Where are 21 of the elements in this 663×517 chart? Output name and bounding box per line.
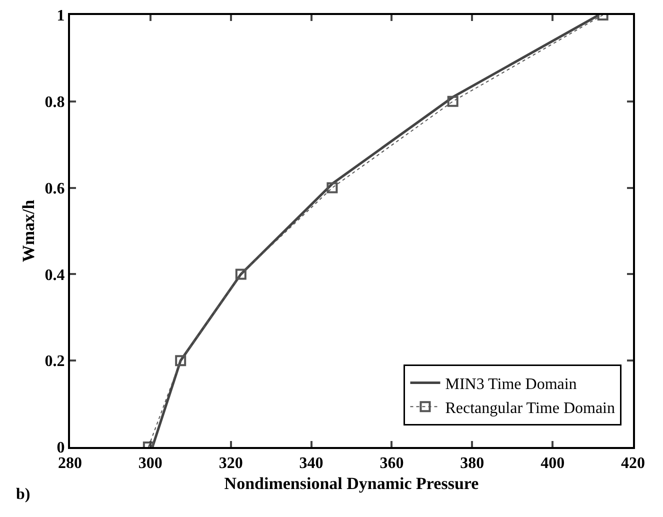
x-tick-label: 420 bbox=[621, 455, 645, 472]
x-tick-label: 360 bbox=[380, 455, 404, 472]
x-axis-title: Nondimensional Dynamic Pressure bbox=[224, 474, 480, 494]
y-tick-label: 0.6 bbox=[44, 180, 65, 198]
y-tick-label: 0 bbox=[56, 440, 65, 457]
legend-label: Rectangular Time Domain bbox=[445, 400, 616, 417]
x-tick-label: 400 bbox=[540, 455, 565, 472]
point bbox=[235, 268, 246, 280]
point bbox=[326, 182, 338, 194]
y-tick-label: 0.4 bbox=[44, 266, 65, 284]
y-tick-label: 0.8 bbox=[44, 94, 65, 111]
y-tick-label: 1 bbox=[56, 8, 65, 25]
x-tick-label: 280 bbox=[58, 455, 82, 472]
y-tick-label: 0.2 bbox=[44, 353, 65, 370]
x-tick-label: 320 bbox=[218, 455, 243, 472]
y-axis-title: Wmax/h bbox=[18, 199, 38, 262]
legend-label: MIN3 Time Domain bbox=[445, 376, 577, 394]
x-tick-label: 300 bbox=[138, 455, 162, 472]
x-tick-label: 340 bbox=[299, 455, 324, 472]
x-tick-label: 380 bbox=[460, 455, 484, 472]
text: b) bbox=[16, 486, 30, 503]
